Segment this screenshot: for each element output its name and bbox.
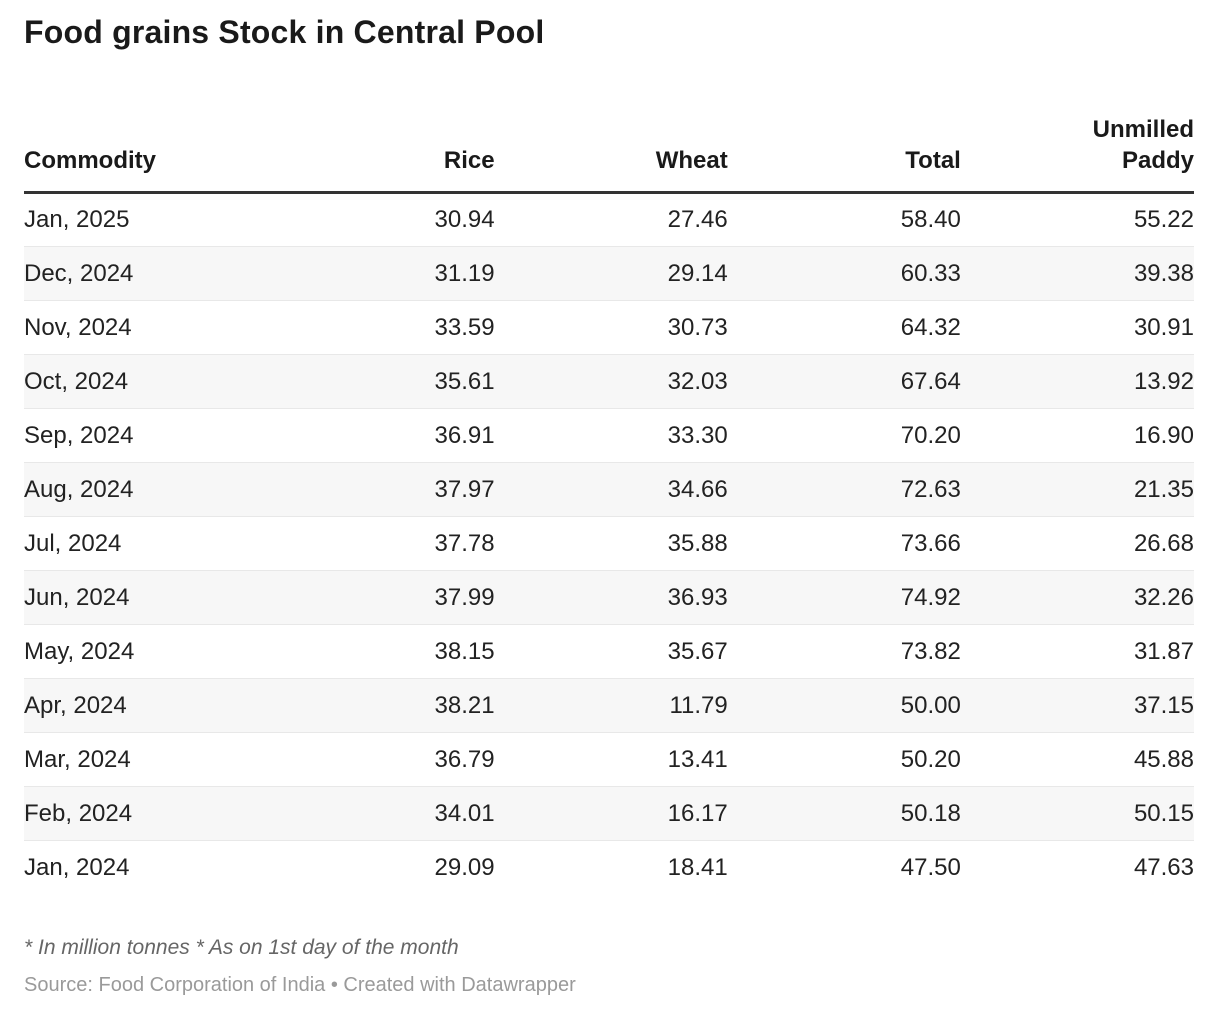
cell-wheat: 33.30 bbox=[667, 421, 728, 449]
cell-rice: 36.91 bbox=[434, 421, 495, 449]
cell-total: 70.20 bbox=[900, 421, 961, 449]
cell-rice: 33.59 bbox=[434, 313, 495, 341]
cell-unmilled-paddy: 26.68 bbox=[1133, 529, 1194, 557]
table-row: Jun, 2024 37.99 36.93 74.92 32.26 bbox=[24, 570, 1194, 625]
row-month-label: Jul, 2024 bbox=[24, 529, 122, 557]
table-row: Oct, 2024 35.61 32.03 67.64 13.92 bbox=[24, 354, 1194, 409]
foodgrains-stock-table: Commodity Rice Wheat Total Unmilled Padd… bbox=[24, 114, 1194, 895]
cell-wheat: 11.79 bbox=[669, 691, 728, 719]
row-month-label: Apr, 2024 bbox=[24, 691, 127, 719]
row-month-label: Feb, 2024 bbox=[24, 799, 133, 827]
cell-wheat: 29.14 bbox=[667, 259, 728, 287]
cell-unmilled-paddy: 21.35 bbox=[1133, 475, 1194, 503]
table-row: Jul, 2024 37.78 35.88 73.66 26.68 bbox=[24, 516, 1194, 571]
cell-wheat: 36.93 bbox=[667, 583, 728, 611]
cell-total: 50.20 bbox=[900, 745, 961, 773]
cell-rice: 31.19 bbox=[434, 259, 495, 287]
cell-rice: 37.99 bbox=[434, 583, 495, 611]
cell-wheat: 35.88 bbox=[667, 529, 728, 557]
cell-total: 64.32 bbox=[900, 313, 961, 341]
table-row: Mar, 2024 36.79 13.41 50.20 45.88 bbox=[24, 732, 1194, 787]
table-row: Sep, 2024 36.91 33.30 70.20 16.90 bbox=[24, 408, 1194, 463]
cell-unmilled-paddy: 31.87 bbox=[1133, 637, 1194, 665]
cell-wheat: 34.66 bbox=[667, 475, 728, 503]
cell-wheat: 13.41 bbox=[667, 745, 728, 773]
table-row: May, 2024 38.15 35.67 73.82 31.87 bbox=[24, 624, 1194, 679]
cell-total: 73.82 bbox=[900, 637, 961, 665]
cell-rice: 37.78 bbox=[434, 529, 495, 557]
table-header: Commodity Rice Wheat Total Unmilled Padd… bbox=[24, 114, 1194, 193]
cell-total: 74.92 bbox=[900, 583, 961, 611]
table-row: Aug, 2024 37.97 34.66 72.63 21.35 bbox=[24, 462, 1194, 517]
table-row: Jan, 2025 30.94 27.46 58.40 55.22 bbox=[24, 193, 1194, 247]
cell-wheat: 35.67 bbox=[667, 637, 728, 665]
row-month-label: May, 2024 bbox=[24, 637, 135, 665]
cell-unmilled-paddy: 39.38 bbox=[1133, 259, 1194, 287]
row-month-label: Dec, 2024 bbox=[24, 259, 134, 287]
table-row: Apr, 2024 38.21 11.79 50.00 37.15 bbox=[24, 678, 1194, 733]
cell-wheat: 30.73 bbox=[667, 313, 728, 341]
row-month-label: Sep, 2024 bbox=[24, 421, 134, 449]
cell-rice: 35.61 bbox=[434, 367, 495, 395]
cell-unmilled-paddy: 32.26 bbox=[1133, 583, 1194, 611]
cell-rice: 38.21 bbox=[434, 691, 495, 719]
cell-total: 47.50 bbox=[900, 854, 961, 882]
column-header-unmilled-paddy: Unmilled Paddy bbox=[961, 114, 1194, 193]
cell-wheat: 32.03 bbox=[667, 367, 728, 395]
cell-unmilled-paddy: 50.15 bbox=[1133, 799, 1194, 827]
cell-total: 50.00 bbox=[900, 691, 961, 719]
table-footnote: * In million tonnes * As on 1st day of t… bbox=[24, 935, 459, 959]
cell-unmilled-paddy: 16.90 bbox=[1133, 421, 1194, 449]
cell-rice: 34.01 bbox=[434, 799, 495, 827]
cell-rice: 30.94 bbox=[434, 206, 495, 234]
table-header-row: Commodity Rice Wheat Total Unmilled Padd… bbox=[24, 114, 1194, 193]
table-row: Feb, 2024 34.01 16.17 50.18 50.15 bbox=[24, 786, 1194, 841]
column-header-wheat: Wheat bbox=[655, 147, 728, 175]
cell-unmilled-paddy: 13.92 bbox=[1133, 367, 1194, 395]
cell-wheat: 18.41 bbox=[667, 854, 728, 882]
cell-total: 60.33 bbox=[900, 259, 961, 287]
page-title: Food grains Stock in Central Pool bbox=[24, 14, 545, 50]
row-month-label: Aug, 2024 bbox=[24, 475, 134, 503]
cell-unmilled-paddy: 30.91 bbox=[1133, 313, 1194, 341]
column-header-commodity: Commodity bbox=[24, 147, 156, 175]
cell-rice: 38.15 bbox=[434, 637, 495, 665]
table-row: Nov, 2024 33.59 30.73 64.32 30.91 bbox=[24, 300, 1194, 355]
row-month-label: Jun, 2024 bbox=[24, 583, 130, 611]
row-month-label: Jan, 2024 bbox=[24, 854, 130, 882]
cell-rice: 37.97 bbox=[434, 475, 495, 503]
row-month-label: Jan, 2025 bbox=[24, 206, 130, 234]
cell-total: 50.18 bbox=[900, 799, 961, 827]
table-row: Jan, 2024 29.09 18.41 47.50 47.63 bbox=[24, 840, 1194, 895]
table-row: Dec, 2024 31.19 29.14 60.33 39.38 bbox=[24, 246, 1194, 301]
cell-wheat: 16.17 bbox=[667, 799, 728, 827]
column-header-total: Total bbox=[905, 147, 961, 175]
cell-rice: 36.79 bbox=[434, 745, 495, 773]
row-month-label: Mar, 2024 bbox=[24, 745, 131, 773]
row-month-label: Oct, 2024 bbox=[24, 367, 129, 395]
cell-total: 58.40 bbox=[900, 206, 961, 234]
cell-unmilled-paddy: 45.88 bbox=[1133, 745, 1194, 773]
column-header-unmilled-paddy-label: Unmilled Paddy bbox=[1092, 116, 1194, 175]
table-body: Jan, 2025 30.94 27.46 58.40 55.22 Dec, 2024 31… bbox=[24, 193, 1194, 895]
cell-unmilled-paddy: 47.63 bbox=[1133, 854, 1194, 882]
cell-unmilled-paddy: 37.15 bbox=[1133, 691, 1194, 719]
cell-total: 72.63 bbox=[900, 475, 961, 503]
column-header-rice: Rice bbox=[443, 147, 495, 175]
cell-total: 73.66 bbox=[900, 529, 961, 557]
cell-wheat: 27.46 bbox=[667, 206, 728, 234]
row-month-label: Nov, 2024 bbox=[24, 313, 132, 341]
cell-total: 67.64 bbox=[900, 367, 961, 395]
source-attribution: Source: Food Corporation of India • Crea… bbox=[24, 974, 576, 997]
cell-unmilled-paddy: 55.22 bbox=[1133, 206, 1194, 234]
cell-rice: 29.09 bbox=[434, 854, 495, 882]
